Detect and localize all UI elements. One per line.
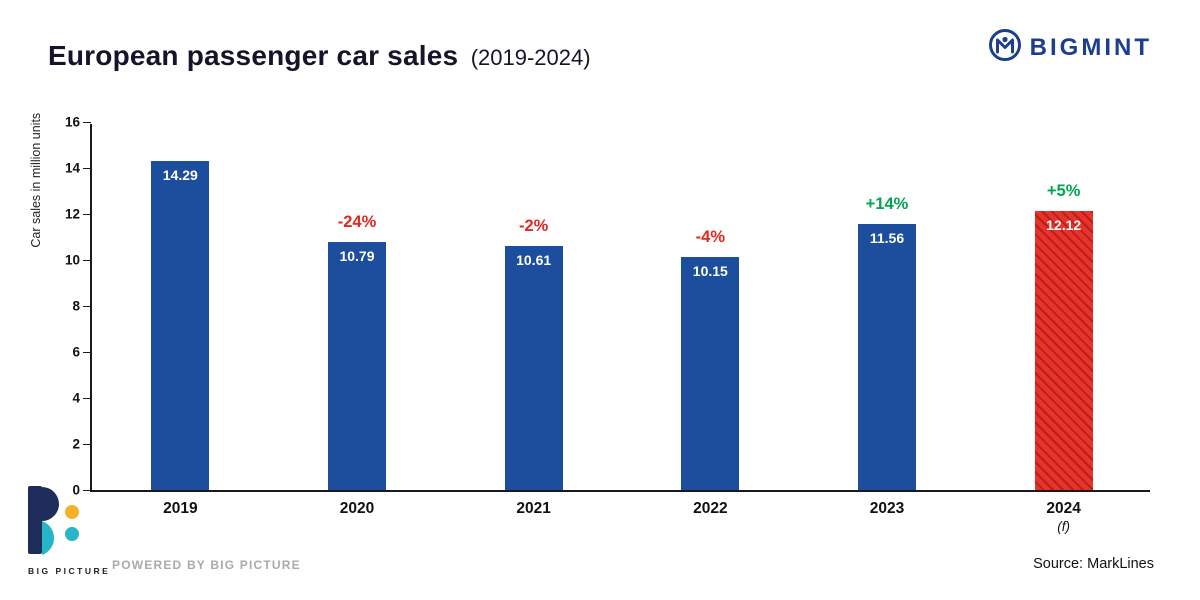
bar-column: 11.56 +14% 2023 [799,124,976,517]
pct-change-label: -24% [337,212,377,231]
bar-column: 10.61 -2% 2021 [445,124,622,517]
y-tick-label: 10 [64,252,80,268]
bigmint-wordmark: BIGMINT [1029,33,1152,61]
y-tick-label: 0 [72,482,80,498]
bar-forecast: 12.12 [1034,211,1093,490]
bar-column: 12.12 +5% 2024 (f) [975,124,1152,534]
y-tick-mark [83,121,91,123]
y-tick-label: 4 [72,390,80,406]
plot-area: 0 2 4 6 8 10 12 14 16 14.29 2019 10.79 -24% 2020 10.61… [65,115,1152,534]
bigmint-icon [988,28,1022,67]
y-tick-label: 12 [64,206,80,222]
y-tick-mark [83,213,91,215]
x-tick-label: 2021 [516,500,551,517]
y-tick-mark [83,259,91,261]
big-picture-icon [28,486,79,555]
x-tick-label: 2024 (f) [975,500,1152,534]
x-tick-label: 2020 [339,500,375,517]
bar: 10.15 [681,256,740,490]
bar: 14.29 [151,161,210,490]
bar-value-label: 11.56 [869,230,905,247]
bar-value-label: 12.12 [1046,217,1082,234]
big-picture-logo: BIG PICTURE [28,486,123,576]
bar-value-label: 10.61 [516,251,552,268]
chart-subtitle: (2019-2024) [470,45,591,70]
pct-change-label: +5% [1046,182,1081,201]
y-tick-mark [83,489,91,491]
big-picture-wordmark: BIG PICTURE [28,566,111,576]
x-tick-note: (f) [1057,519,1071,534]
x-tick-label: 2022 [693,500,728,517]
y-tick-mark [83,351,91,353]
bar: 10.79 [327,241,386,490]
y-tick-mark [83,443,91,445]
y-tick-mark [83,167,91,169]
page-title: European passenger car sales (2019-2024) [48,40,591,72]
y-tick-label: 6 [72,344,80,360]
bar-value-label: 14.29 [162,167,198,184]
y-tick-mark [83,397,91,399]
chart-title: European passenger car sales [48,40,459,71]
bar: 11.56 [857,224,916,490]
powered-by-text: POWERED BY BIG PICTURE [112,558,301,572]
bigmint-logo: BIGMINT [988,28,1152,67]
x-tick-label: 2019 [163,500,198,517]
bar-column: 10.79 -24% 2020 [269,124,446,517]
y-tick-label: 16 [64,114,80,130]
source-text: Source: MarkLines [1033,556,1154,572]
y-tick-mark [83,305,91,307]
pct-change-label: +14% [865,195,909,214]
bar: 10.61 [504,245,563,490]
y-tick-label: 2 [72,436,80,452]
y-tick-label: 8 [72,298,80,314]
bar-column: 10.15 -4% 2022 [622,124,799,517]
bar-value-label: 10.15 [692,262,728,279]
y-tick-label: 14 [64,160,80,176]
y-axis-title: Car sales in million units [29,112,43,248]
bar-column: 14.29 2019 [92,124,269,517]
pct-change-label: -2% [518,216,549,235]
bar-value-label: 10.79 [339,247,375,264]
pct-change-label: -4% [695,227,725,246]
x-tick-label: 2023 [869,500,905,517]
